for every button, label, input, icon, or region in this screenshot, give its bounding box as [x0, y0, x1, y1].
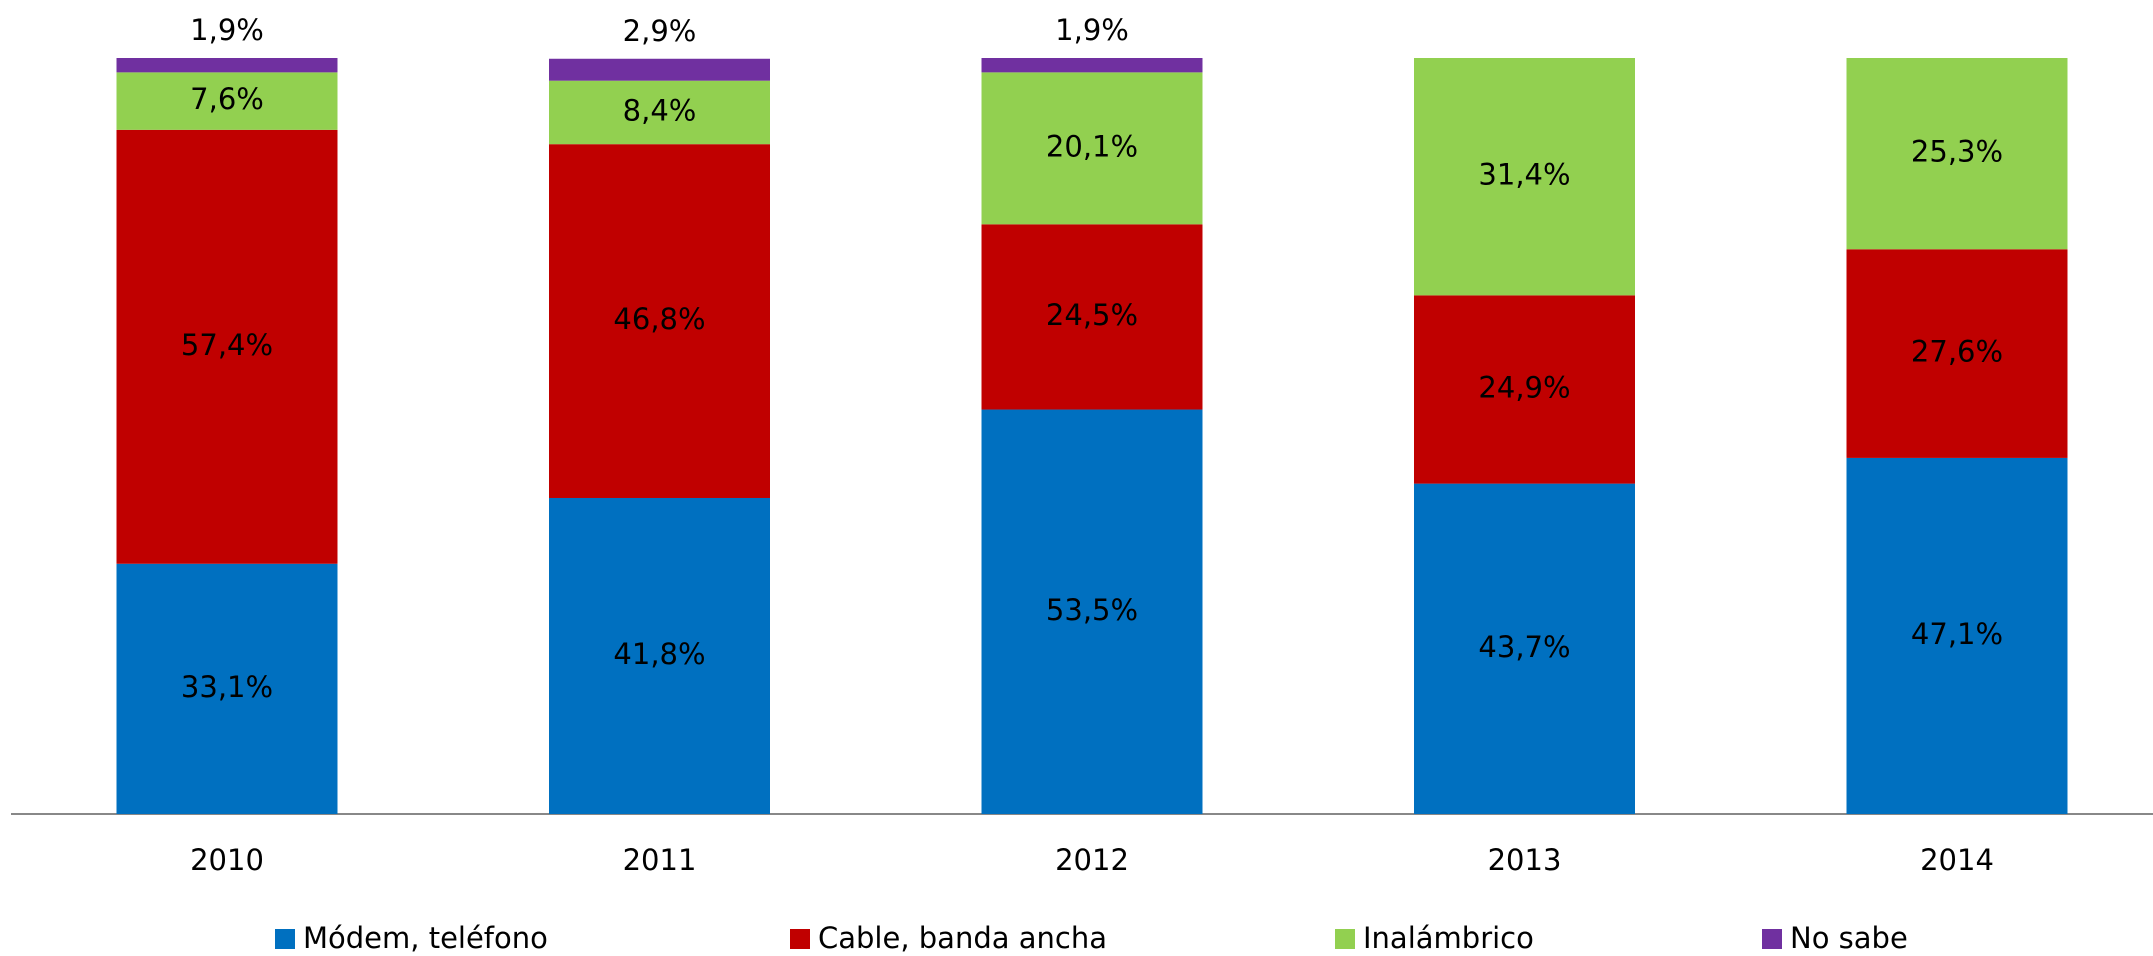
- data-label: 27,6%: [1911, 335, 2003, 369]
- legend-label: Cable, banda ancha: [818, 921, 1107, 955]
- bar-segment: [116, 72, 338, 130]
- data-label: 20,1%: [1046, 129, 1138, 163]
- data-label: 47,1%: [1911, 617, 2003, 651]
- data-label: 25,3%: [1911, 135, 2003, 169]
- data-label: 31,4%: [1478, 158, 1570, 192]
- bar-segment: [1414, 58, 1635, 296]
- data-label: 24,9%: [1478, 371, 1570, 405]
- bar-segment: [1846, 457, 2068, 814]
- x-tick-label: 2012: [1055, 843, 1129, 877]
- bar-segment: [1414, 483, 1635, 814]
- data-label: 24,5%: [1046, 298, 1138, 332]
- data-label: 33,1%: [181, 670, 273, 704]
- x-tick-label: 2010: [190, 843, 264, 877]
- data-label: 1,9%: [190, 13, 264, 47]
- data-label: 57,4%: [181, 328, 273, 362]
- bar-segment: [981, 224, 1203, 410]
- legend-swatch: [790, 929, 810, 949]
- legend-swatch: [1335, 929, 1355, 949]
- x-tick-label: 2013: [1488, 843, 1562, 877]
- data-label: 53,5%: [1046, 593, 1138, 627]
- data-label: 7,6%: [190, 82, 264, 116]
- data-label: 2,9%: [623, 14, 697, 48]
- legend-label: Inalámbrico: [1363, 921, 1534, 955]
- bar-segment: [116, 129, 338, 564]
- bar-segment: [549, 144, 770, 498]
- bar-segment: [549, 58, 770, 81]
- legend-swatch: [275, 929, 295, 949]
- data-label: 46,8%: [613, 302, 705, 336]
- data-label: 43,7%: [1478, 630, 1570, 664]
- x-tick-label: 2014: [1920, 843, 1994, 877]
- x-tick-label: 2011: [623, 843, 697, 877]
- legend-swatch: [1762, 929, 1782, 949]
- bar-segment: [981, 58, 1203, 73]
- data-label: 8,4%: [623, 93, 697, 127]
- bar-segment: [981, 409, 1203, 814]
- bar-segment: [549, 497, 770, 814]
- data-label: 1,9%: [1055, 13, 1129, 47]
- bar-segment: [116, 58, 338, 73]
- data-label: 41,8%: [613, 637, 705, 671]
- legend-label: No sabe: [1790, 921, 1908, 955]
- legend-label: Módem, teléfono: [303, 921, 548, 955]
- bar-segment: [981, 72, 1203, 225]
- bar-segment: [116, 563, 338, 814]
- bar-segment: [1846, 249, 2068, 458]
- bar-segment: [549, 80, 770, 145]
- bar-segment: [1414, 295, 1635, 484]
- bar-segment: [1846, 58, 2068, 250]
